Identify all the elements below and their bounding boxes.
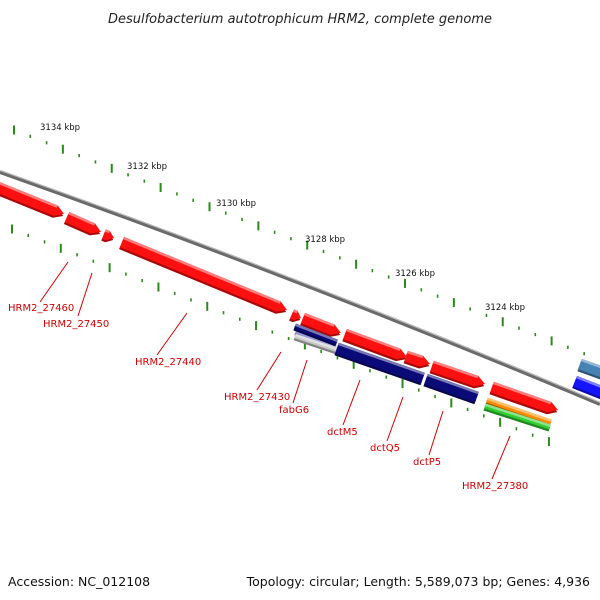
gene-label-hrm2-27450: HRM2_27450 [43,319,109,330]
gene-hrm2-27445 [101,229,114,243]
leader-hrm2-27440 [156,312,188,356]
kbp-label-3126: 3126 kbp [395,269,435,279]
feature-fabg6-grey [293,333,338,355]
gene-label-hrm2-27460: HRM2_27460 [8,303,74,314]
leader-hrm2-27460 [39,261,69,303]
gene-hrm2-27415 [403,350,430,369]
gene-dctm5 [334,342,425,386]
gene-hrm2-27450-highlight [68,211,95,226]
kbp-label-3134: 3134 kbp [40,123,80,133]
accession-text: Accession: NC_012108 [8,574,150,589]
gene-dctm5-highlight [337,342,425,376]
gene-hrm2-27415-body [404,350,430,367]
gene-hrm2-27380 [483,403,551,432]
gene-hrm2-27440-body [119,236,287,312]
gene-dctp5-orange-highlight [487,397,552,422]
map-title: Desulfobacterium autotrophicum HRM2, com… [108,12,492,27]
gene-edge-steel-highlight [581,358,600,368]
gene-hrm2-27445-highlight [104,229,110,234]
gene-dctq5-body [424,373,479,403]
gene-edge-blue-highlight [576,375,600,388]
gene-hrm2-27415-highlight [406,350,424,359]
leader-hrm2-27450 [77,272,93,317]
gene-hrm2-27460 [0,182,64,218]
gene-hrm2-27425-highlight [304,312,335,327]
gene-hrm2-27410-body [430,360,485,387]
kbp-label-3128: 3128 kbp [305,235,345,245]
gene-hrm2-27430-highlight [293,309,298,314]
kbp-label-3130: 3130 kbp [216,199,256,209]
genome-summary-text: Topology: circular; Length: 5,589,073 bp… [246,574,590,589]
leader-dctq5 [386,396,404,442]
ruler-ticks [11,125,585,447]
gene-hrm2-27380-highlight [485,403,551,427]
gene-label-dctm5: dctM5 [327,427,358,438]
gene-hrm2-27450-body [64,211,101,234]
gene-hrm2-27420-highlight [346,328,401,352]
gene-hrm2-27390-highlight [492,381,552,405]
gene-features [0,182,600,432]
gene-hrm2-27425 [300,312,341,337]
gene-hrm2-27410 [429,360,485,389]
leader-hrm2-27380 [491,435,511,480]
gene-hrm2-27420-body [343,328,407,360]
gene-fabg6-highlight [295,323,338,342]
gene-hrm2-27420 [342,328,407,362]
gene-hrm2-27430 [289,309,301,323]
genome-backbone [0,170,600,406]
gene-hrm2-27445-body [102,229,114,241]
gene-edge-steel [577,358,600,380]
gene-label-hrm2-27440: HRM2_27440 [135,357,201,368]
gene-hrm2-27430-body [289,309,301,321]
gene-hrm2-27450 [63,211,101,236]
gene-hrm2-27440-highlight [123,236,281,304]
gene-fabg6 [293,323,338,347]
gene-edge-blue [572,375,600,400]
gene-label-fabg6: fabG6 [279,405,309,416]
gene-hrm2-27390 [489,381,558,415]
leader-dctp5 [428,410,444,456]
label-leaders [39,261,511,480]
gene-label-dctq5: dctQ5 [370,443,400,454]
gene-hrm2-27460-highlight [0,182,58,208]
leader-hrm2-27430 [256,351,282,391]
gene-hrm2-27425-body [300,312,341,335]
gene-dctq5-highlight [426,373,479,395]
kbp-label-3124: 3124 kbp [485,303,525,313]
kbp-label-3132: 3132 kbp [127,162,167,172]
feature-fabg6-grey-highlight [294,333,338,351]
gene-hrm2-27410-highlight [432,360,479,379]
kbp-labels: 3134 kbp 3132 kbp 3130 kbp 3128 kbp 3126… [40,123,525,313]
gene-dctq5 [423,373,479,405]
gene-label-dctp5: dctP5 [413,457,441,468]
gene-edge-blue-body [572,375,600,397]
gene-dctm5-body [335,342,425,384]
leader-fabg6 [292,359,308,404]
gene-label-hrm2-27430: HRM2_27430 [224,392,290,403]
leader-dctm5 [342,379,361,426]
gene-hrm2-27440 [119,236,287,314]
gene-label-hrm2-27380: HRM2_27380 [462,481,528,492]
gene-hrm2-27390-body [490,381,558,413]
gene-labels: HRM2_27460 HRM2_27450 HRM2_27440 HRM2_27… [8,303,528,492]
